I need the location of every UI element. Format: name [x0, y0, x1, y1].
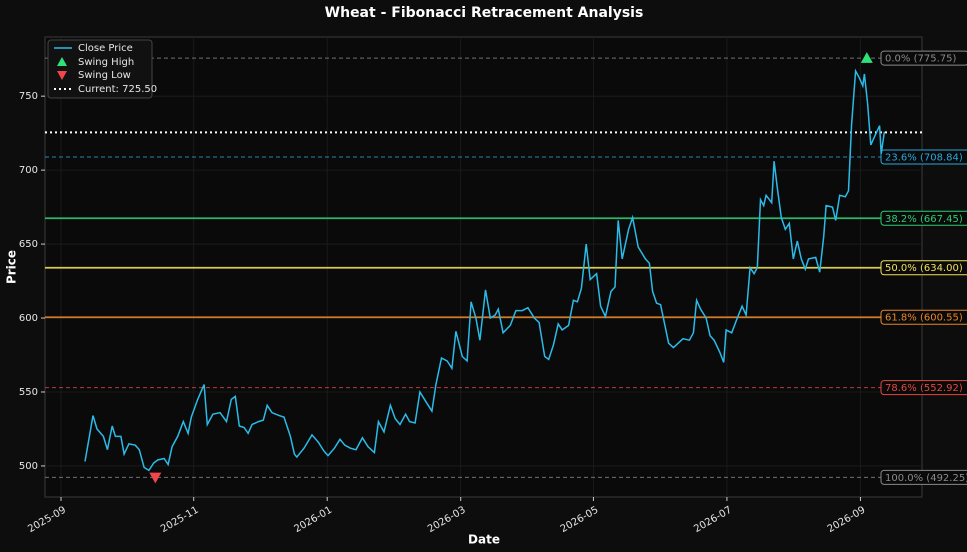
fib-label-box [880, 260, 967, 276]
y-tick-label: 500 [19, 461, 38, 472]
swing-low-marker [149, 472, 162, 484]
fib-label-box [880, 210, 967, 226]
y-tick-label: 550 [19, 387, 38, 398]
fib-label: 100.0% (492.25) [885, 473, 967, 484]
y-tick-label: 650 [19, 239, 38, 250]
chart-title: Wheat - Fibonacci Retracement Analysis [325, 5, 644, 21]
fib-label: 23.6% (708.84) [885, 153, 963, 164]
y-tick-label: 600 [19, 313, 38, 324]
fib-label-box [880, 380, 967, 396]
price-line [84, 68, 886, 472]
legend-swatch [57, 71, 67, 80]
fib-label: 38.2% (667.45) [885, 214, 963, 225]
legend-label: Current: 725.50 [78, 84, 157, 95]
fib-label-box [880, 469, 967, 485]
fib-label-box [880, 309, 967, 325]
y-axis-label: Price [5, 250, 19, 284]
legend-swatch [57, 57, 67, 66]
legend-label: Close Price [78, 43, 133, 54]
legend-label: Swing Low [78, 70, 131, 81]
fib-label: 50.0% (634.00) [885, 263, 963, 274]
x-axis-label: Date [468, 533, 500, 547]
legend-label: Swing High [78, 57, 134, 68]
fib-label-box [880, 149, 967, 165]
swing-high-marker [860, 52, 873, 63]
y-tick-label: 750 [19, 91, 38, 102]
y-tick-label: 700 [19, 165, 38, 176]
fib-label-box [880, 50, 967, 66]
fib-label: 61.8% (600.55) [885, 313, 963, 324]
fib-label: 78.6% (552.92) [885, 383, 963, 394]
legend-box [47, 39, 153, 99]
fib-label: 0.0% (775.75) [885, 54, 956, 65]
